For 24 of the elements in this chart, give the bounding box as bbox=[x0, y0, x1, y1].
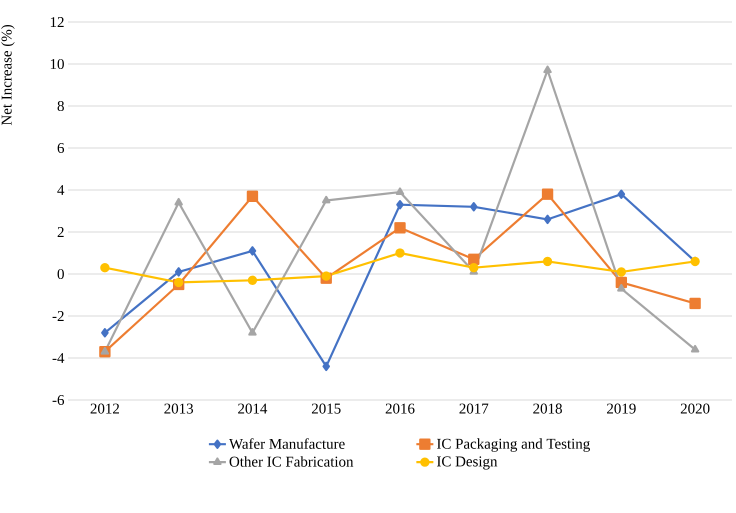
x-tick-label: 2020 bbox=[680, 404, 710, 414]
legend-label: Other IC Fabrication bbox=[230, 456, 354, 467]
y-axis-title: Net Increase (%) bbox=[1, 24, 15, 126]
x-tick-label: 2016 bbox=[386, 404, 415, 414]
x-tick-label: 2013 bbox=[164, 404, 194, 414]
y-tick-label: 4 bbox=[57, 185, 64, 195]
y-tick-label: 2 bbox=[58, 227, 64, 237]
x-tick-label: 2014 bbox=[238, 404, 268, 414]
y-tick-label: 12 bbox=[50, 17, 64, 27]
y-tick-label: -4 bbox=[52, 353, 64, 363]
y-tick-label: 0 bbox=[58, 268, 64, 280]
x-tick-label: 2017 bbox=[459, 404, 488, 414]
y-tick-label: 6 bbox=[58, 142, 64, 154]
legend-label: IC Design bbox=[436, 456, 498, 470]
y-tick-label: -6 bbox=[52, 394, 64, 406]
x-tick-label: 2015 bbox=[312, 404, 341, 414]
legend-label: Wafer Manufacture bbox=[229, 438, 345, 449]
y-tick-label: 8 bbox=[58, 100, 64, 112]
x-tick-label: 2012 bbox=[90, 404, 119, 414]
y-tick-label: -2 bbox=[52, 311, 64, 321]
x-tick-label: 2018 bbox=[533, 404, 562, 414]
x-tick-label: 2019 bbox=[607, 404, 636, 414]
y-tick-label: 10 bbox=[50, 58, 64, 70]
legend-label: IC Packaging and Testing bbox=[436, 438, 590, 452]
